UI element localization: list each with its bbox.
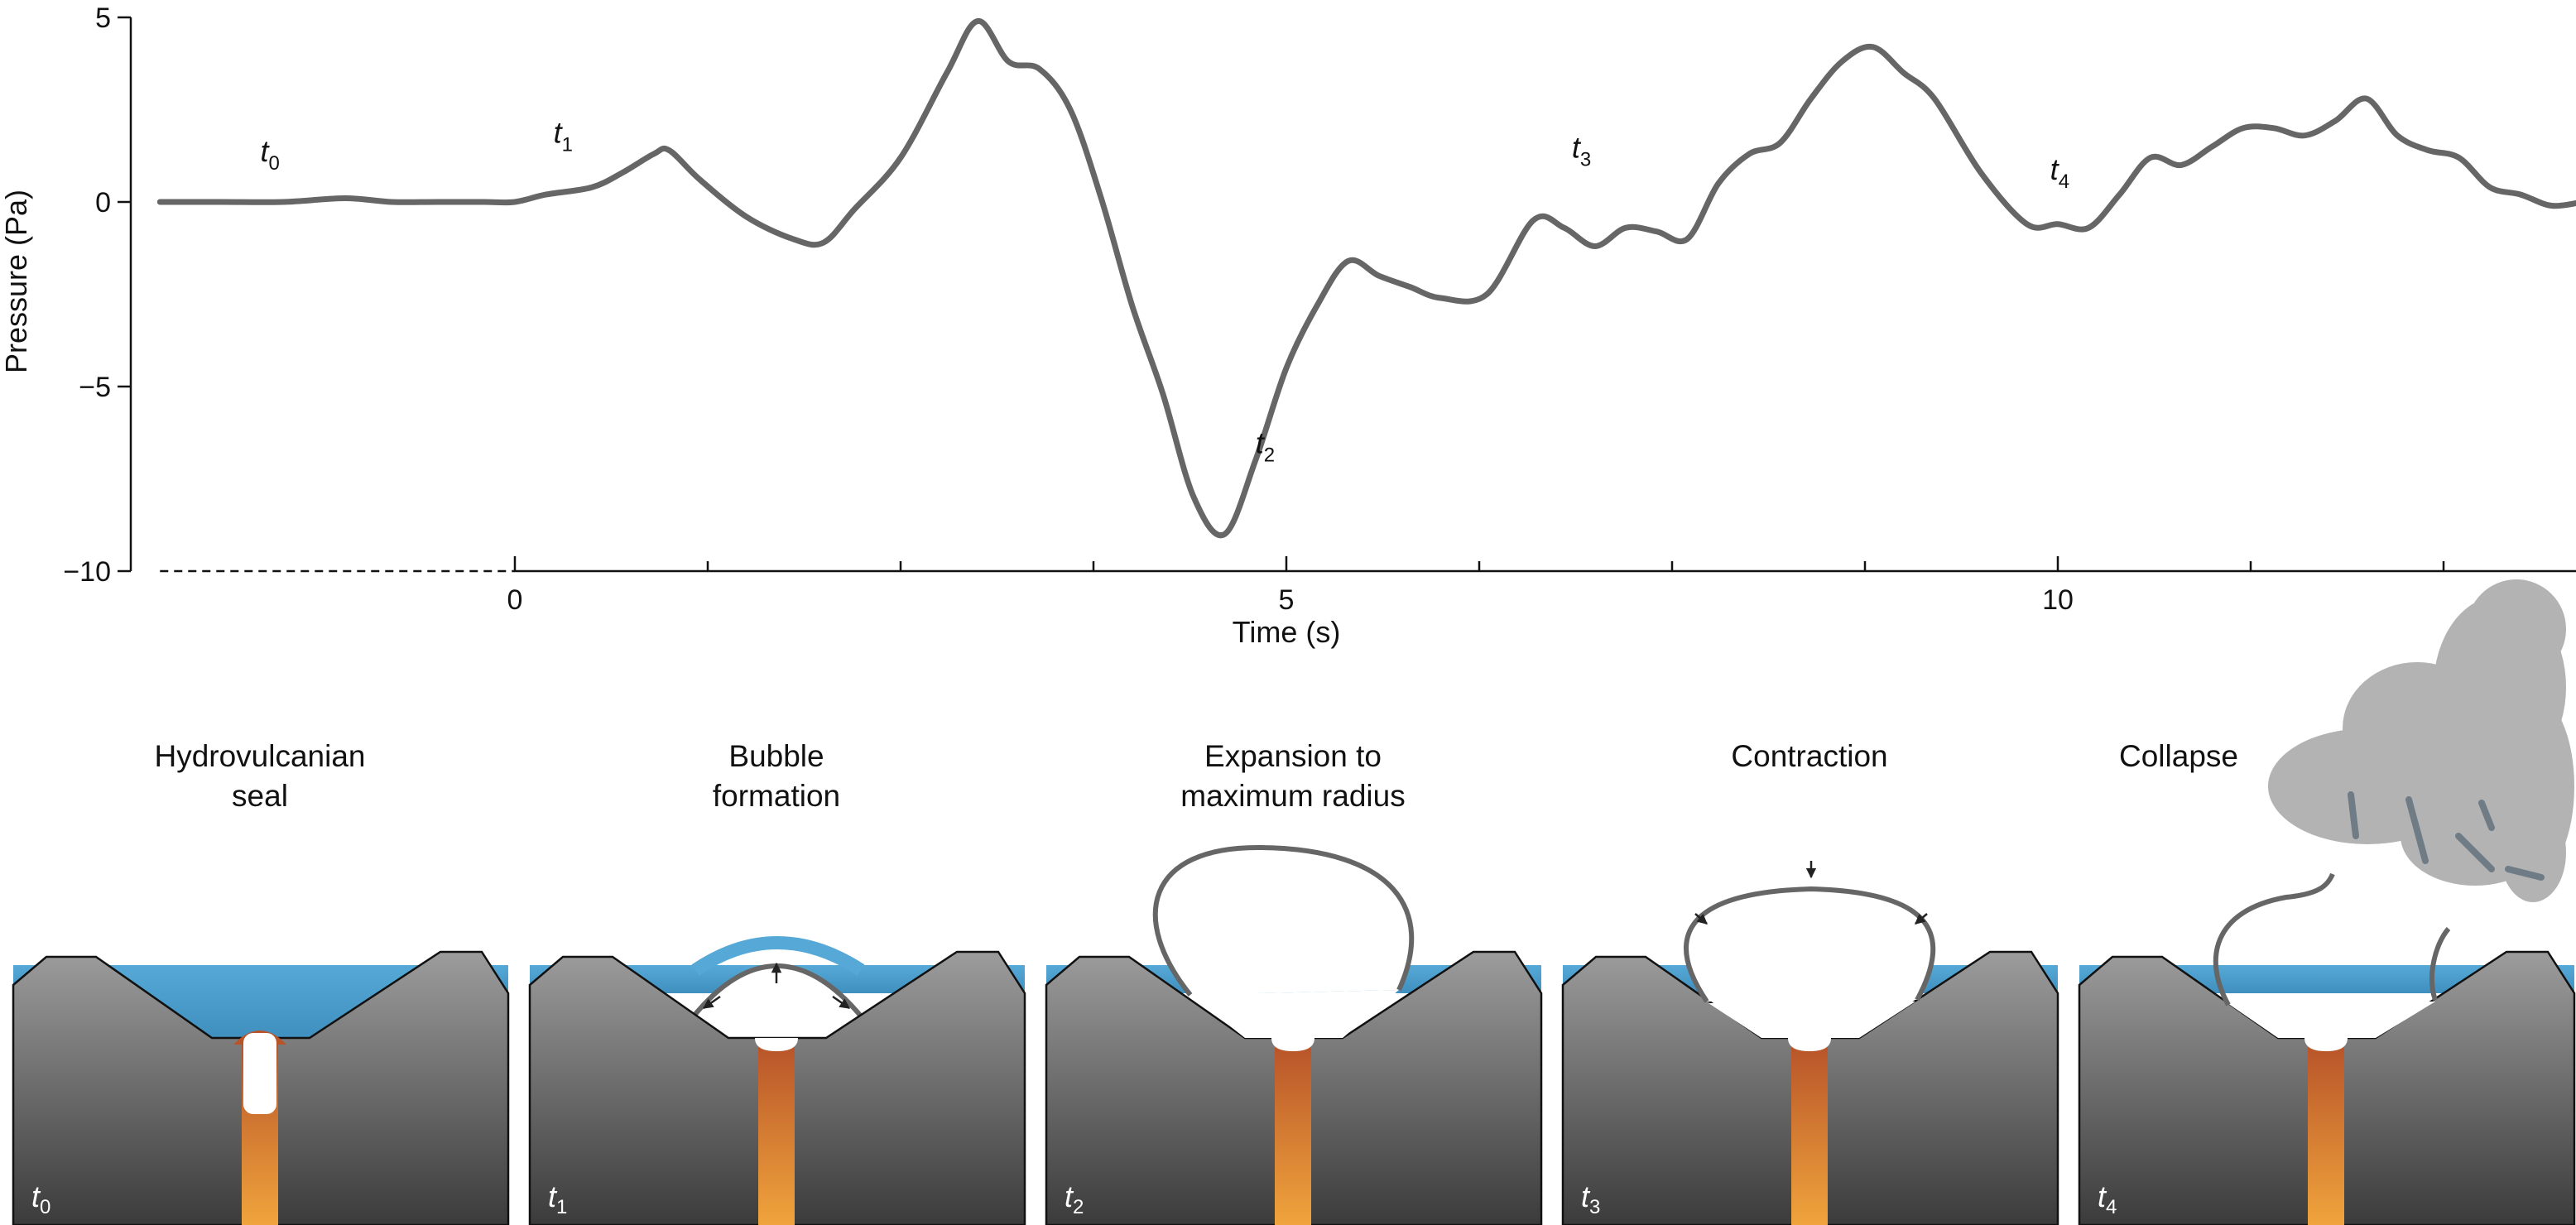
gas-pocket (243, 1033, 276, 1114)
collapsed-film-right (2429, 927, 2451, 1002)
panel-title-line: Contraction (1731, 739, 1887, 773)
panel-title-line: Hydrovulcanian (154, 739, 365, 773)
conduit-cap (755, 1038, 798, 1051)
ash-streak (2405, 796, 2429, 864)
y-axis-title: Pressure (Pa) (0, 190, 33, 373)
panel-title-line: formation (713, 779, 840, 813)
ash-cloud (2268, 579, 2574, 902)
ash-streak (2478, 800, 2495, 831)
magma-conduit (2308, 1045, 2344, 1225)
contraction-arrow (1694, 913, 1708, 925)
bubble-contracting (1684, 886, 1936, 1003)
x-axis-title: Time (s) (1233, 615, 1341, 649)
water-dome (691, 936, 865, 976)
pressure-series-line (156, 18, 2576, 539)
time-marker-t3: t3 (1572, 130, 1591, 171)
panel-title-line: seal (232, 779, 288, 813)
magma-conduit (1791, 1045, 1828, 1225)
phase-panels: Hydrovulcaniansealt0Bubbleformationt1Exp… (12, 579, 2576, 1225)
panel-title-line: Expansion to (1204, 739, 1382, 773)
y-tick-label: −10 (63, 556, 111, 588)
expansion-arrow (702, 995, 721, 1010)
panel-title-line: Collapse (2119, 739, 2238, 773)
bubble-max-radius (1152, 844, 1415, 997)
collapsed-film-left (2213, 872, 2335, 1006)
x-axis: 0 5 10 (160, 556, 2576, 616)
panel-title-line: maximum radius (1180, 779, 1405, 813)
conduit-cap (1271, 1038, 1314, 1051)
crater-water (46, 965, 460, 1038)
x-tick-label: 10 (2042, 584, 2074, 616)
magma-conduit (1275, 1045, 1311, 1225)
ash-streak (2455, 833, 2495, 872)
time-marker-t0: t0 (260, 134, 279, 175)
ash-streak (2505, 866, 2545, 881)
y-axis: 5 0 −5 −10 (63, 2, 132, 588)
y-tick-label: 0 (95, 187, 111, 219)
y-tick-label: 5 (95, 2, 111, 34)
x-tick-label: 0 (507, 584, 523, 616)
conduit-cap (1788, 1038, 1831, 1051)
y-tick-label: −5 (79, 372, 111, 403)
expansion-arrow (832, 995, 851, 1010)
panel-title-line: Bubble (728, 739, 824, 773)
time-marker-t4: t4 (2050, 152, 2069, 193)
pressure-chart: 5 0 −5 −10 0 5 10 Pressure (Pa) Time (s) t0 t1… (0, 2, 2576, 649)
contraction-arrow (1915, 913, 1928, 925)
x-tick-label: 5 (1279, 584, 1295, 616)
conduit-cap (2304, 1038, 2348, 1051)
magma-conduit (758, 1045, 795, 1225)
time-marker-t1: t1 (554, 116, 573, 156)
ash-streak (2348, 791, 2359, 839)
